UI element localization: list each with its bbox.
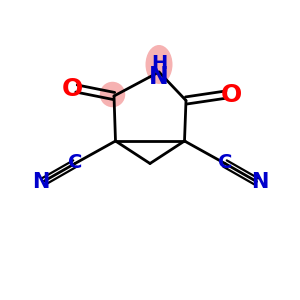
Text: C: C bbox=[68, 152, 82, 172]
Text: O: O bbox=[61, 76, 82, 100]
Text: N: N bbox=[149, 65, 169, 89]
Text: N: N bbox=[32, 172, 49, 191]
Text: H: H bbox=[151, 54, 167, 73]
Text: C: C bbox=[218, 152, 232, 172]
Text: O: O bbox=[220, 82, 242, 106]
Ellipse shape bbox=[146, 45, 172, 84]
Text: N: N bbox=[251, 172, 268, 191]
Ellipse shape bbox=[100, 82, 125, 107]
